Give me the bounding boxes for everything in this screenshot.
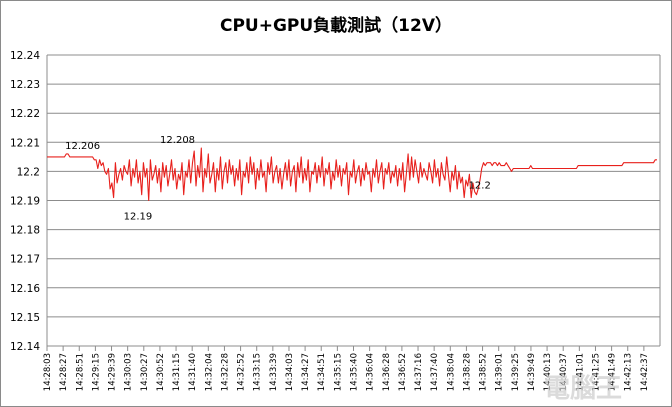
x-tick-label: 14:35:40 — [350, 353, 360, 391]
x-tick-label: 14:34:27 — [301, 353, 311, 391]
y-tick-label: 12.19 — [10, 196, 40, 208]
x-tick-label: 14:41:25 — [591, 353, 601, 391]
series — [47, 147, 657, 202]
data-label: 12.208 — [160, 135, 195, 146]
data-label: 12.2 — [469, 180, 491, 191]
x-tick-label: 14:28:51 — [75, 353, 85, 391]
data-label: 12.206 — [65, 141, 100, 152]
x-tick-label: 14:41:01 — [575, 353, 585, 391]
x-tick-label: 14:31:40 — [188, 353, 198, 391]
x-tick-label: 14:36:04 — [366, 353, 376, 391]
x-tick-label: 14:30:03 — [124, 353, 134, 391]
y-tick-label: 12.2 — [17, 166, 40, 178]
x-tick-label: 14:38:28 — [462, 353, 472, 391]
x-tick-label: 14:28:03 — [43, 353, 53, 391]
x-tick-label: 14:37:16 — [414, 353, 424, 391]
x-tick-label: 14:36:52 — [398, 353, 408, 391]
y-axis: 12.14 12.15 12.16 12.17 12.18 12.19 12.2 12.21 1… — [10, 50, 40, 353]
x-tick-label: 14:41:49 — [608, 353, 618, 391]
y-tick-label: 12.24 — [10, 50, 40, 62]
x-tick-label: 14:36:28 — [382, 353, 392, 391]
y-tick-label: 12.18 — [10, 225, 40, 237]
x-tick-label: 14:40:13 — [543, 353, 553, 391]
y-tick-label: 12.23 — [10, 79, 40, 91]
x-tick-label: 14:30:27 — [140, 353, 150, 391]
watermark: 電腦王 — [544, 374, 622, 404]
x-tick-label: 14:42:13 — [624, 353, 634, 391]
x-tick-label: 14:32:04 — [204, 353, 214, 391]
x-tick-label: 14:30:52 — [156, 353, 166, 391]
x-tick-label: 14:33:15 — [253, 353, 263, 391]
x-tick-label: 14:32:28 — [220, 353, 230, 391]
x-tick-label: 14:29:39 — [108, 353, 118, 391]
x-axis: 14:28:03 14:28:27 14:28:51 14:29:15 14:29:39… — [43, 346, 650, 391]
grid — [46, 54, 661, 347]
series-line — [47, 147, 657, 202]
annotations: 12.206 12.19 12.208 12.2 — [65, 135, 491, 222]
y-tick-label: 12.14 — [10, 341, 40, 353]
y-tick-label: 12.17 — [10, 254, 40, 266]
x-tick-label: 14:40:37 — [559, 353, 569, 391]
x-tick-label: 14:38:04 — [446, 353, 456, 391]
x-tick-label: 14:33:39 — [269, 353, 279, 391]
x-tick-label: 14:38:52 — [479, 353, 489, 391]
x-tick-label: 14:32:52 — [237, 353, 247, 391]
x-tick-label: 14:39:01 — [495, 353, 505, 391]
x-tick-label: 14:39:25 — [511, 353, 521, 391]
x-tick-label: 14:29:15 — [91, 353, 101, 391]
y-tick-label: 12.15 — [10, 312, 40, 324]
chart-title: CPU+GPU負載測試（12V） — [220, 15, 452, 36]
x-tick-label: 14:37:40 — [430, 353, 440, 391]
y-tick-label: 12.16 — [10, 283, 40, 295]
y-tick-label: 12.22 — [10, 108, 40, 120]
x-tick-label: 14:34:51 — [317, 353, 327, 391]
x-tick-label: 14:42:37 — [640, 353, 650, 391]
x-tick-label: 14:34:03 — [285, 353, 295, 391]
data-label: 12.19 — [124, 212, 153, 223]
y-tick-label: 12.21 — [10, 137, 40, 149]
x-tick-label: 14:39:49 — [527, 353, 537, 391]
x-tick-label: 14:28:27 — [59, 353, 69, 391]
x-tick-label: 14:31:15 — [172, 353, 182, 391]
x-tick-label: 14:35:15 — [333, 353, 343, 391]
